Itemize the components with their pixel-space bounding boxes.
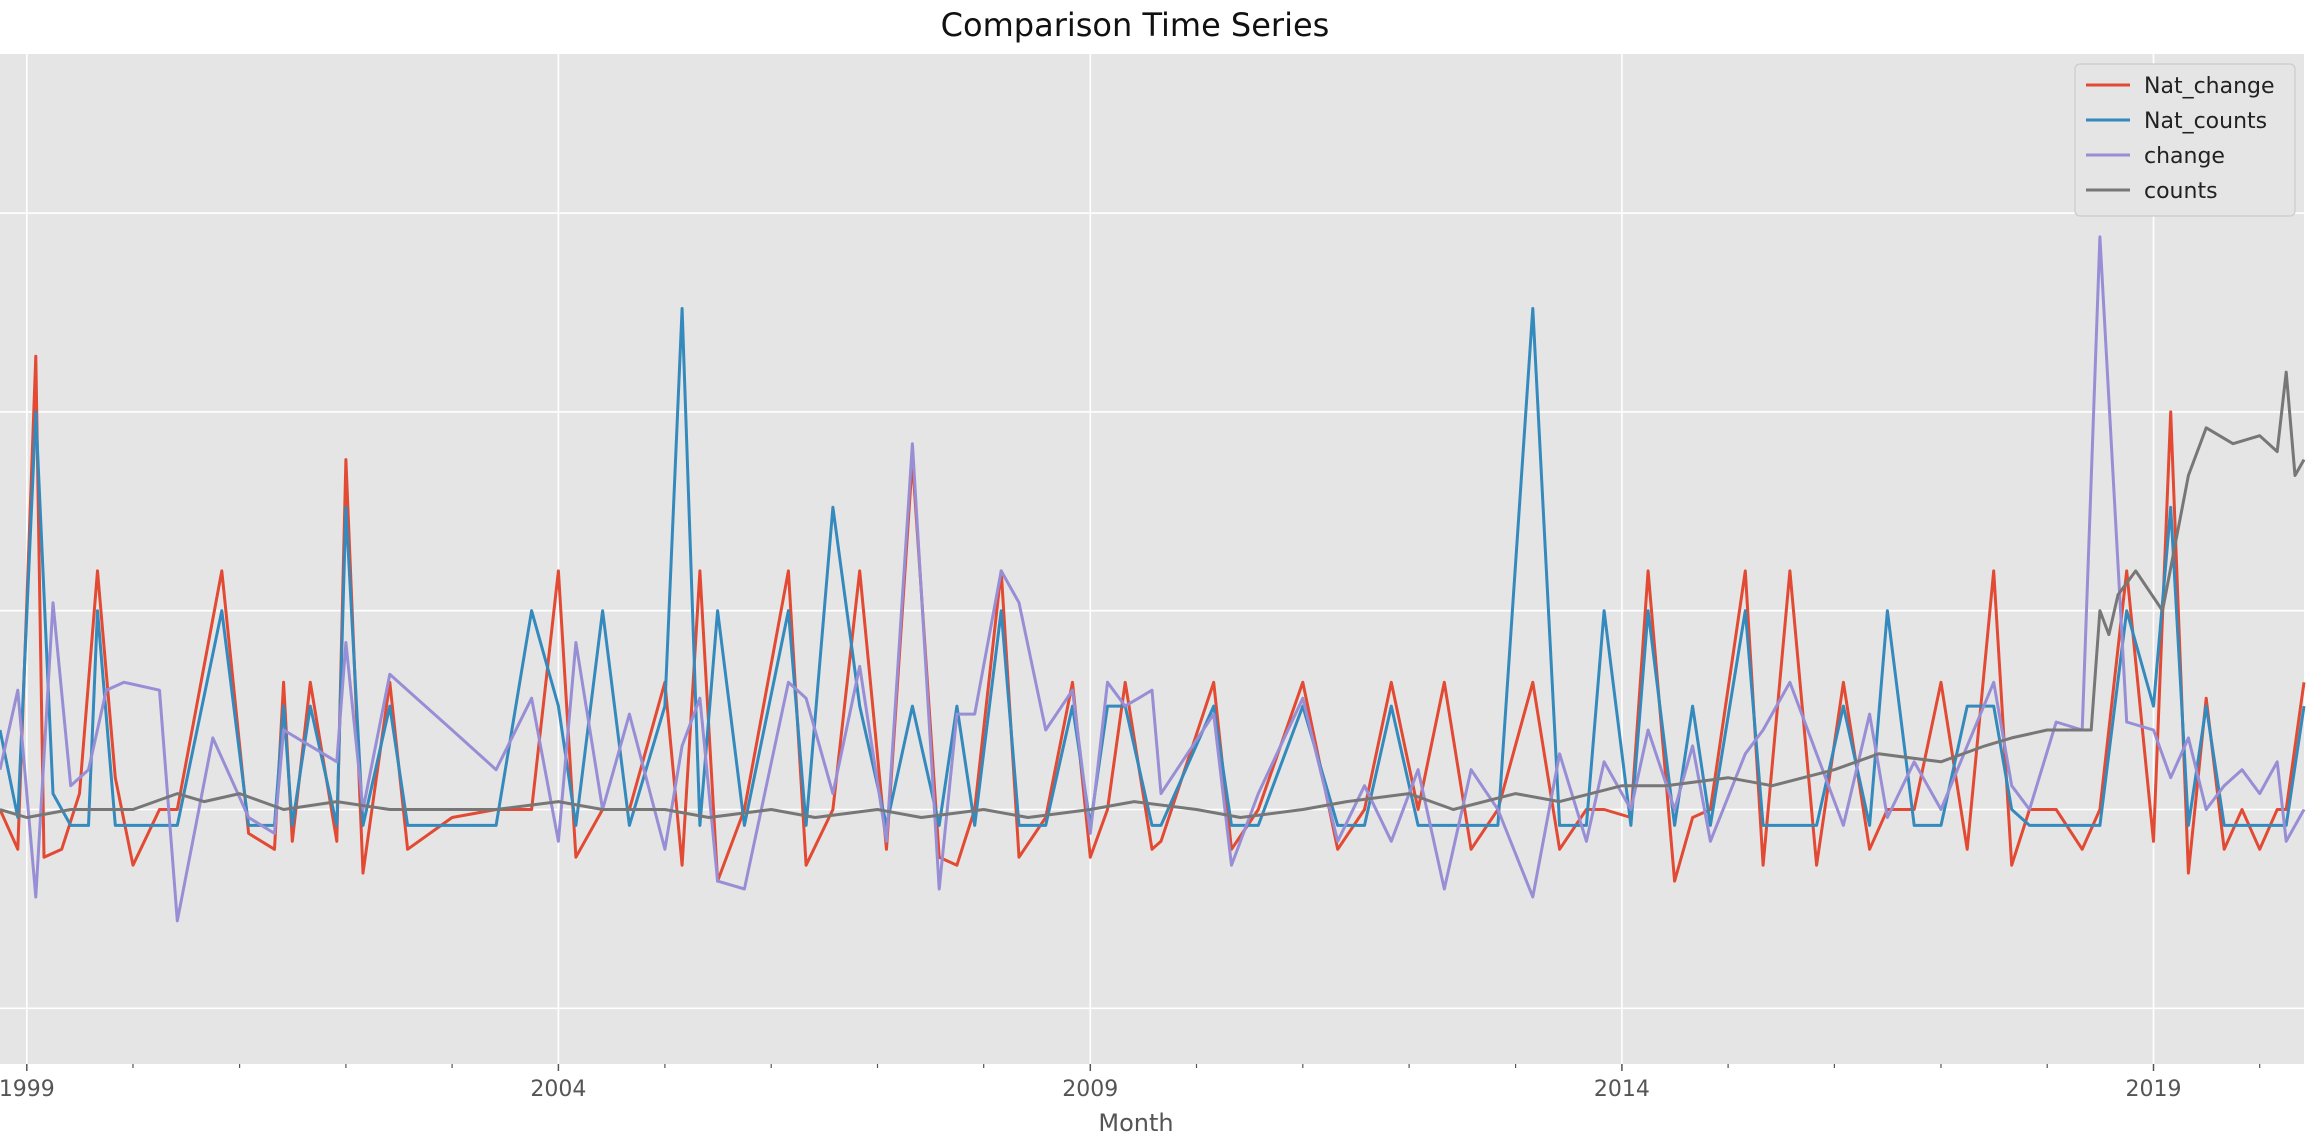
series-line-counts [0, 370, 2306, 819]
ticks-layer: 1999 2004 2009 2014 2019 [0, 1064, 2261, 1102]
x-tick-label: 2009 [1062, 1077, 1118, 1102]
legend-label-nat-counts: Nat_counts [2144, 109, 2267, 134]
grid-layer [0, 54, 2304, 1064]
series-layer [0, 235, 2306, 923]
x-tick-label: 2014 [1594, 1077, 1650, 1102]
series-line-nat-counts [0, 307, 2306, 827]
legend-label-nat-change: Nat_change [2144, 74, 2275, 99]
x-tick-label: 1999 [0, 1077, 55, 1102]
x-axis-label: Month [1098, 1109, 1173, 1134]
legend-label-change: change [2144, 144, 2225, 169]
x-tick-label: 2004 [530, 1077, 586, 1102]
legend-label-counts: counts [2144, 179, 2218, 204]
legend-box [2074, 63, 2296, 217]
plot-area [0, 54, 2304, 1064]
chart-title: Comparison Time Series [941, 6, 1330, 44]
x-tick-label: 2019 [2126, 1077, 2182, 1102]
series-line-nat-change [0, 354, 2306, 883]
series-line-change [0, 235, 2306, 923]
